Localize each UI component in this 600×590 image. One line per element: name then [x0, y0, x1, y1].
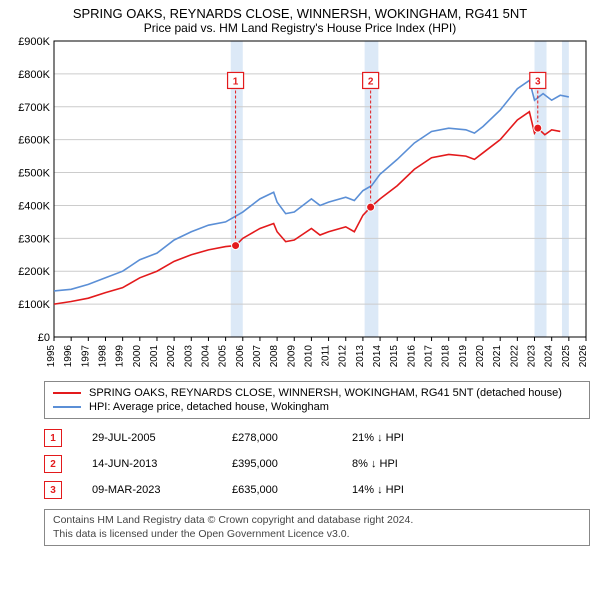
- sale-diff: 14% ↓ HPI: [352, 484, 462, 496]
- footer-line1: Contains HM Land Registry data © Crown c…: [53, 514, 581, 528]
- svg-text:2025: 2025: [561, 345, 572, 368]
- chart-svg: £0 £100K £200K £300K £400K £500K £600K £700K £80…: [10, 37, 590, 377]
- svg-text:2019: 2019: [458, 345, 469, 368]
- chart: £0 £100K £200K £300K £400K £500K £600K £700K £80…: [10, 37, 590, 377]
- sale-date: 09-MAR-2023: [92, 484, 202, 496]
- svg-text:£300K: £300K: [18, 233, 50, 245]
- sale-price: £635,000: [232, 484, 322, 496]
- svg-text:1999: 1999: [115, 345, 126, 368]
- svg-text:2026: 2026: [578, 345, 589, 368]
- sale-row: 3 09-MAR-2023 £635,000 14% ↓ HPI: [44, 477, 590, 503]
- svg-text:£700K: £700K: [18, 102, 50, 114]
- footer-line2: This data is licensed under the Open Gov…: [53, 528, 581, 542]
- svg-text:2021: 2021: [492, 345, 503, 368]
- svg-text:2: 2: [368, 76, 374, 87]
- legend: SPRING OAKS, REYNARDS CLOSE, WINNERSH, W…: [44, 381, 590, 419]
- svg-text:2008: 2008: [269, 345, 280, 368]
- svg-text:3: 3: [535, 76, 541, 87]
- svg-text:£900K: £900K: [18, 37, 50, 48]
- legend-label: SPRING OAKS, REYNARDS CLOSE, WINNERSH, W…: [89, 387, 562, 399]
- svg-text:1998: 1998: [97, 345, 108, 368]
- svg-text:£500K: £500K: [18, 168, 50, 180]
- svg-text:2010: 2010: [303, 345, 314, 368]
- svg-text:2022: 2022: [509, 345, 520, 368]
- sale-date: 29-JUL-2005: [92, 432, 202, 444]
- title-block: SPRING OAKS, REYNARDS CLOSE, WINNERSH, W…: [0, 0, 600, 37]
- svg-text:2020: 2020: [475, 345, 486, 368]
- svg-text:2012: 2012: [338, 345, 349, 368]
- sale-date: 14-JUN-2013: [92, 458, 202, 470]
- svg-text:2018: 2018: [441, 345, 452, 368]
- svg-text:2023: 2023: [527, 345, 538, 368]
- svg-text:2015: 2015: [389, 345, 400, 368]
- svg-text:£800K: £800K: [18, 69, 50, 81]
- svg-text:2016: 2016: [406, 345, 417, 368]
- svg-text:1996: 1996: [63, 345, 74, 368]
- svg-text:2024: 2024: [544, 345, 555, 368]
- sales-table: 1 29-JUL-2005 £278,000 21% ↓ HPI 2 14-JUN-201…: [44, 425, 590, 503]
- svg-text:2007: 2007: [252, 345, 263, 368]
- svg-text:2005: 2005: [218, 345, 229, 368]
- sale-marker-box: 3: [44, 481, 62, 499]
- legend-row: SPRING OAKS, REYNARDS CLOSE, WINNERSH, W…: [53, 386, 581, 400]
- svg-text:2013: 2013: [355, 345, 366, 368]
- sale-diff: 8% ↓ HPI: [352, 458, 462, 470]
- svg-text:£600K: £600K: [18, 135, 50, 147]
- footer: Contains HM Land Registry data © Crown c…: [44, 509, 590, 546]
- svg-text:£400K: £400K: [18, 200, 50, 212]
- sale-diff: 21% ↓ HPI: [352, 432, 462, 444]
- svg-text:£200K: £200K: [18, 266, 50, 278]
- svg-text:2000: 2000: [132, 345, 143, 368]
- page: SPRING OAKS, REYNARDS CLOSE, WINNERSH, W…: [0, 0, 600, 546]
- svg-text:1: 1: [233, 76, 239, 87]
- sale-row: 1 29-JUL-2005 £278,000 21% ↓ HPI: [44, 425, 590, 451]
- svg-text:2004: 2004: [200, 345, 211, 368]
- svg-text:2001: 2001: [149, 345, 160, 368]
- svg-text:1997: 1997: [80, 345, 91, 368]
- sale-price: £395,000: [232, 458, 322, 470]
- svg-text:£100K: £100K: [18, 299, 50, 311]
- legend-swatch: [53, 392, 81, 394]
- sale-marker-box: 1: [44, 429, 62, 447]
- svg-text:2009: 2009: [286, 345, 297, 368]
- title-subtitle: Price paid vs. HM Land Registry's House …: [10, 21, 590, 35]
- legend-swatch: [53, 406, 81, 408]
- title-address: SPRING OAKS, REYNARDS CLOSE, WINNERSH, W…: [10, 6, 590, 21]
- svg-text:2017: 2017: [424, 345, 435, 368]
- svg-text:2014: 2014: [372, 345, 383, 368]
- legend-row: HPI: Average price, detached house, Woki…: [53, 400, 581, 414]
- legend-label: HPI: Average price, detached house, Woki…: [89, 401, 329, 413]
- sale-marker-box: 2: [44, 455, 62, 473]
- svg-text:1995: 1995: [46, 345, 57, 368]
- sale-price: £278,000: [232, 432, 322, 444]
- svg-text:2002: 2002: [166, 345, 177, 368]
- svg-text:£0: £0: [38, 332, 50, 344]
- svg-text:2003: 2003: [183, 345, 194, 368]
- svg-text:2006: 2006: [235, 345, 246, 368]
- sale-row: 2 14-JUN-2013 £395,000 8% ↓ HPI: [44, 451, 590, 477]
- svg-text:2011: 2011: [321, 345, 332, 367]
